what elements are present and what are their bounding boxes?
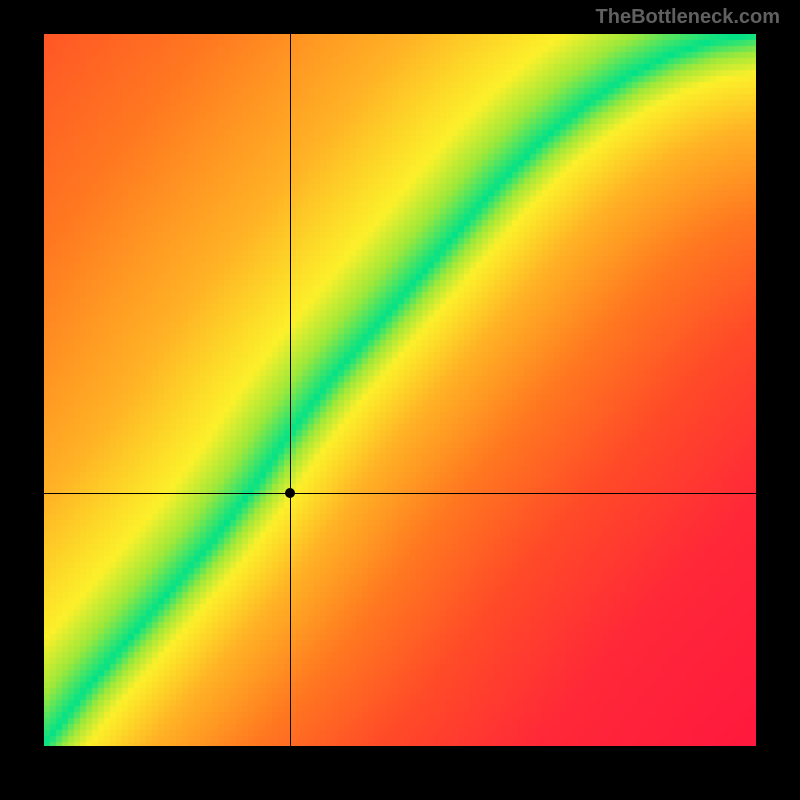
- heatmap-canvas: [44, 34, 756, 746]
- marker-dot: [285, 488, 295, 498]
- watermark-label: TheBottleneck.com: [596, 6, 780, 29]
- crosshair-vertical: [290, 34, 291, 746]
- crosshair-horizontal: [44, 493, 756, 494]
- plot-area: [44, 34, 756, 746]
- chart-container: TheBottleneck.com: [0, 0, 800, 800]
